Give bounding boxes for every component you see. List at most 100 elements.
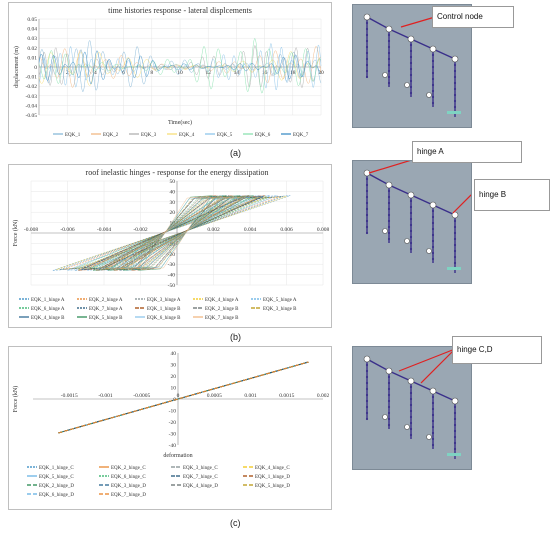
- y-tick-label: 0.01: [27, 55, 37, 61]
- node: [387, 405, 391, 409]
- y-tick-label: -0.05: [26, 113, 38, 119]
- series-line-EQK_4: [38, 51, 321, 86]
- node: [365, 417, 369, 421]
- node: [409, 79, 413, 83]
- node: [431, 413, 435, 417]
- y-tick-label: -10: [169, 409, 177, 415]
- callout-arrow: [398, 348, 456, 372]
- node: [365, 387, 369, 391]
- hinge-marker: [385, 181, 393, 189]
- y-tick-label: -0.04: [26, 103, 38, 109]
- loop-EQK_1_hinge B: [113, 195, 234, 271]
- loop-EQK_6_hinge B: [96, 197, 251, 269]
- node: [431, 419, 435, 423]
- hinge-marker: [385, 25, 393, 33]
- node: [431, 245, 435, 249]
- hinge-marker: [363, 13, 371, 21]
- node: [431, 71, 435, 75]
- y-tick-label: -30: [169, 432, 177, 438]
- node: [387, 237, 391, 241]
- y-tick-label: 0.03: [27, 36, 37, 42]
- hinge-marker: [363, 355, 371, 363]
- ground-marker: [447, 453, 461, 456]
- y-tick-label: 20: [171, 374, 177, 380]
- legend-b-label: EQK_5_hinge B: [89, 316, 123, 321]
- node: [453, 435, 457, 439]
- node: [453, 405, 457, 409]
- node: [409, 91, 413, 95]
- node: [409, 427, 413, 431]
- node: [387, 75, 391, 79]
- hinge-marker: [382, 72, 388, 78]
- legend-a-label: EQK_4: [179, 133, 195, 138]
- loop-EQK_2_hinge A: [104, 196, 243, 270]
- node: [409, 235, 413, 239]
- node: [409, 409, 413, 413]
- node: [365, 231, 369, 235]
- node: [387, 399, 391, 403]
- model-view-c: [352, 346, 472, 470]
- hinge-marker: [451, 397, 459, 405]
- node: [387, 81, 391, 85]
- series-line-EQK_7_hinge_D: [58, 361, 309, 434]
- legend-b-label: EQK_6_hinge A: [31, 307, 65, 312]
- beam: [388, 370, 412, 382]
- x-tick-label: 4: [94, 70, 97, 76]
- node: [387, 51, 391, 55]
- node: [365, 51, 369, 55]
- node: [431, 401, 435, 405]
- node: [365, 411, 369, 415]
- node: [409, 55, 413, 59]
- x-tick-label: -0.0015: [61, 393, 78, 399]
- x-tick-label: 14: [234, 70, 240, 76]
- legend-b-label: EQK_1_hinge A: [31, 298, 65, 303]
- legend-b-label: EQK_4_hinge A: [205, 298, 239, 303]
- node: [431, 77, 435, 81]
- node: [409, 67, 413, 71]
- node: [453, 99, 457, 103]
- x-tick-label: 0.002: [207, 227, 220, 233]
- legend-b-label: EQK_1_hinge B: [147, 307, 181, 312]
- y-tick-label: -30: [168, 262, 176, 268]
- y-tick-label: -0.02: [26, 84, 38, 90]
- beam: [432, 204, 456, 216]
- node: [431, 233, 435, 237]
- loop-EQK_3_hinge B: [89, 197, 258, 269]
- x-tick-label: 18: [290, 70, 296, 76]
- chart-b-container: roof inelastic hinges - response for the…: [8, 164, 332, 328]
- node: [387, 375, 391, 379]
- chart-c: -0.0015 -0.001 -0.0005 0 0.0005 0.001 0.0015 0.…: [12, 351, 330, 498]
- legend-a-label: EQK_5: [217, 133, 233, 138]
- node: [365, 45, 369, 49]
- node: [409, 247, 413, 251]
- hinge-marker: [404, 424, 410, 430]
- x-tick-label: 0.002: [317, 393, 330, 399]
- legend-c-label: EQK_5_hinge_C: [39, 475, 74, 480]
- legend-b-label: EQK_3_hinge B: [263, 307, 297, 312]
- hinge-marker: [407, 191, 415, 199]
- node: [453, 237, 457, 241]
- y-tick-label: 0.05: [27, 17, 37, 23]
- beam: [388, 184, 412, 196]
- legend-b-label: EQK_7_hinge A: [89, 307, 123, 312]
- node: [431, 431, 435, 435]
- legend-c-label: EQK_4_hinge_C: [255, 466, 290, 471]
- node: [431, 53, 435, 57]
- node: [431, 437, 435, 441]
- node: [453, 225, 457, 229]
- legend-c-label: EQK_3_hinge_C: [183, 466, 218, 471]
- node: [387, 195, 391, 199]
- node: [409, 421, 413, 425]
- axes: [30, 180, 324, 286]
- node: [453, 75, 457, 79]
- node: [453, 417, 457, 421]
- beam: [366, 172, 390, 186]
- y-tick-label: 30: [170, 200, 176, 206]
- node: [365, 381, 369, 385]
- loop-EQK_7_hinge A: [60, 196, 283, 270]
- node: [453, 105, 457, 109]
- node: [387, 39, 391, 43]
- node: [431, 251, 435, 255]
- node: [387, 63, 391, 67]
- node: [453, 93, 457, 97]
